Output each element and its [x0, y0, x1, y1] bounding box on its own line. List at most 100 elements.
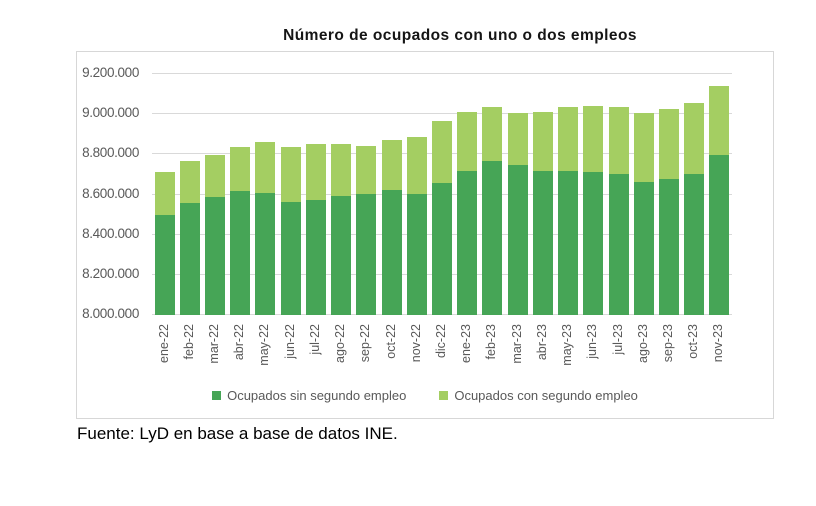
bar-oct-23 [684, 74, 705, 315]
gridline [152, 73, 732, 74]
x-tick-label: mar-23 [509, 323, 524, 364]
bar-segment-sin-segundo-empleo [179, 203, 200, 315]
gridline [152, 113, 732, 115]
y-tick-label: 8.400.000 [82, 225, 139, 241]
bar-segment-sin-segundo-empleo [532, 171, 553, 315]
bar-segment-con-segundo-empleo [583, 106, 604, 172]
y-tick-label: 9.200.000 [82, 65, 139, 80]
bar-segment-sin-segundo-empleo [432, 182, 452, 315]
chart-legend: Ocupados sin segundo empleo Ocupados con… [77, 388, 773, 403]
bar-segment-con-segundo-empleo [406, 136, 427, 194]
bar-segment-sin-segundo-empleo [583, 171, 604, 315]
bar-segment-con-segundo-empleo [532, 112, 553, 172]
x-tick-label: jun-23 [585, 323, 600, 359]
bar-segment-sin-segundo-empleo [331, 196, 352, 315]
bar-sep-23 [658, 74, 679, 315]
bar-segment-con-segundo-empleo [709, 85, 730, 156]
bar-segment-sin-segundo-empleo [709, 155, 730, 315]
x-tick-label: may-23 [560, 323, 575, 366]
bar-ene-23 [457, 74, 478, 315]
x-tick-label: nov-22 [408, 323, 423, 362]
x-tick-label: ago-23 [635, 323, 650, 363]
bar-segment-con-segundo-empleo [457, 111, 478, 171]
bar-segment-con-segundo-empleo [684, 102, 705, 174]
bar-segment-con-segundo-empleo [230, 147, 251, 191]
bar-segment-sin-segundo-empleo [482, 161, 503, 315]
chart-frame: Ocupados sin segundo empleo Ocupados con… [76, 51, 774, 419]
bar-nov-22 [406, 74, 427, 315]
x-tick-label: abr-23 [534, 323, 549, 360]
bar-segment-sin-segundo-empleo [558, 170, 579, 315]
bar-segment-sin-segundo-empleo [230, 190, 251, 315]
bar-segment-sin-segundo-empleo [633, 181, 654, 315]
bar-segment-con-segundo-empleo [205, 154, 226, 198]
x-tick-label: jul-22 [307, 323, 322, 355]
bar-segment-con-segundo-empleo [507, 112, 528, 166]
x-tick-label: feb-22 [181, 323, 196, 359]
bar-ene-22 [154, 74, 175, 315]
bar-jun-23 [583, 74, 604, 315]
bar-segment-con-segundo-empleo [658, 108, 679, 180]
bar-feb-23 [482, 74, 503, 315]
bar-segment-con-segundo-empleo [305, 143, 326, 200]
legend-swatch-con-segundo-empleo-icon [439, 391, 449, 400]
x-tick-label: oct-22 [383, 323, 398, 359]
bar-mar-22 [205, 74, 226, 315]
x-tick-label: jun-22 [282, 323, 297, 359]
bar-mar-23 [507, 74, 528, 315]
bar-segment-con-segundo-empleo [381, 140, 402, 190]
bar-segment-sin-segundo-empleo [154, 214, 175, 315]
x-tick-label: may-22 [257, 323, 272, 366]
x-tick-label: mar-22 [207, 323, 222, 364]
bar-segment-con-segundo-empleo [432, 121, 452, 183]
bar-segment-sin-segundo-empleo [255, 192, 276, 315]
x-tick-label: sep-23 [660, 323, 675, 362]
bar-dic-22 [432, 74, 452, 315]
x-tick-label: sep-22 [358, 323, 373, 362]
bar-segment-sin-segundo-empleo [305, 199, 326, 315]
y-tick-label: 8.800.000 [82, 145, 139, 161]
bar-segment-sin-segundo-empleo [205, 197, 226, 315]
bar-segment-con-segundo-empleo [154, 171, 175, 215]
bar-segment-con-segundo-empleo [608, 107, 629, 175]
source-note: Fuente: LyD en base a base de datos INE. [77, 424, 398, 443]
bar-segment-sin-segundo-empleo [406, 193, 427, 315]
gridline [152, 314, 732, 315]
bar-segment-sin-segundo-empleo [658, 179, 679, 315]
bar-segment-con-segundo-empleo [179, 160, 200, 204]
x-tick-label: ene-22 [156, 323, 171, 363]
bar-segment-sin-segundo-empleo [280, 201, 301, 315]
bar-segment-con-segundo-empleo [255, 142, 276, 193]
chart-title: Número de ocupados con uno o dos empleos [283, 27, 637, 44]
bar-jul-22 [305, 74, 326, 315]
bar-ago-22 [331, 74, 352, 315]
bar-segment-con-segundo-empleo [482, 107, 503, 162]
bar-segment-sin-segundo-empleo [457, 170, 478, 315]
y-tick-label: 8.600.000 [82, 185, 139, 201]
plot-area [152, 73, 732, 315]
x-tick-label: nov-23 [711, 323, 726, 362]
bar-abr-22 [230, 74, 251, 315]
bar-may-22 [255, 74, 276, 315]
legend-label-con-segundo-empleo: Ocupados con segundo empleo [454, 388, 638, 403]
bar-oct-22 [381, 74, 402, 315]
bar-segment-con-segundo-empleo [356, 146, 377, 195]
bar-segment-con-segundo-empleo [331, 144, 352, 197]
bar-feb-22 [179, 74, 200, 315]
y-tick-label: 8.000.000 [82, 306, 139, 321]
bar-segment-sin-segundo-empleo [608, 174, 629, 315]
x-tick-label: jul-23 [610, 323, 625, 355]
y-tick-label: 8.200.000 [82, 265, 139, 281]
x-tick-label: oct-23 [686, 323, 701, 359]
bar-segment-sin-segundo-empleo [507, 165, 528, 315]
bar-jul-23 [608, 74, 629, 315]
bar-sep-22 [356, 74, 377, 315]
bar-segment-sin-segundo-empleo [356, 194, 377, 315]
x-tick-label: feb-23 [484, 323, 499, 359]
legend-label-sin-segundo-empleo: Ocupados sin segundo empleo [227, 388, 407, 403]
y-tick-label: 9.000.000 [82, 105, 139, 121]
bar-segment-sin-segundo-empleo [684, 173, 705, 315]
bar-abr-23 [532, 74, 553, 315]
x-tick-label: abr-22 [232, 323, 247, 360]
